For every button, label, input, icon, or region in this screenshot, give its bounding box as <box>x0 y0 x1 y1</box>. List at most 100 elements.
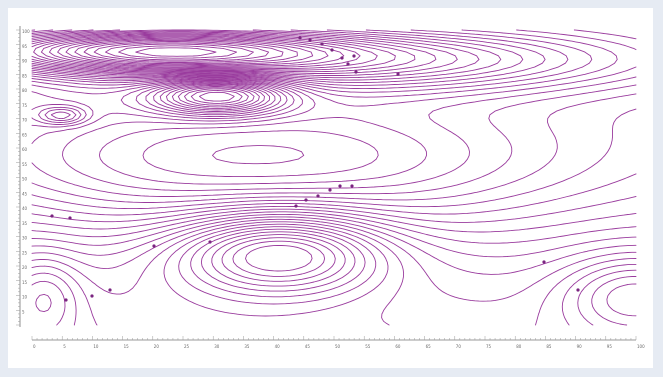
contour-line <box>31 83 637 223</box>
contour-line <box>118 45 238 59</box>
x-tick-label: 10 <box>93 344 99 349</box>
y-tick-label: 10 <box>22 295 28 300</box>
y-tick-label: 15 <box>22 280 28 285</box>
contour-line <box>31 29 637 191</box>
contour-line <box>31 83 637 233</box>
contour-line <box>35 231 637 317</box>
contour-line <box>83 41 284 63</box>
x-tick-label: 90 <box>577 344 583 349</box>
y-tick-label: 30 <box>22 236 28 241</box>
y-tick-label: 65 <box>22 132 28 137</box>
y-tick-label: 80 <box>22 88 28 93</box>
y-tick-label: 75 <box>22 103 28 108</box>
contour-line <box>31 90 637 326</box>
contour-lines <box>31 29 637 326</box>
contour-line <box>245 245 313 272</box>
contour-line <box>74 39 298 65</box>
contour-line <box>211 234 346 287</box>
contour-label-marker <box>354 70 358 74</box>
contour-line <box>31 228 637 326</box>
contour-label-marker <box>304 198 308 202</box>
contour-line <box>31 29 546 86</box>
y-tick-label: 70 <box>22 118 28 123</box>
contour-line <box>31 30 458 76</box>
contour-label-marker <box>68 216 72 220</box>
y-tick-label: 55 <box>22 162 28 167</box>
contour-label-marker <box>350 184 354 188</box>
y-tick-label: 90 <box>22 59 28 64</box>
contour-line <box>31 79 637 197</box>
contour-line <box>31 29 480 79</box>
contour-line <box>221 237 336 282</box>
x-tick-label: 40 <box>275 344 281 349</box>
contour-line <box>57 37 329 67</box>
contour-line <box>31 29 593 165</box>
x-tick-label: 85 <box>546 344 552 349</box>
contour-line <box>105 43 254 61</box>
contour-line <box>232 240 326 277</box>
contour-line <box>40 35 361 69</box>
contour-line <box>31 31 437 74</box>
x-tick-label: 100 <box>637 344 645 349</box>
contour-line <box>31 91 637 326</box>
contour-line <box>33 34 378 70</box>
x-tick-label: 20 <box>154 344 160 349</box>
y-axis: 100 95 90 85 80 75 70 65 60 55 50 45 40 35 30 25 20 15 10 5 <box>16 26 30 327</box>
contour-line <box>135 47 217 57</box>
contour-label-marker <box>338 184 342 188</box>
y-tick-label: 50 <box>22 177 28 182</box>
contour-line <box>31 81 637 210</box>
contour-line <box>31 226 637 326</box>
contour-line <box>93 42 270 62</box>
contour-label-marker <box>208 240 212 244</box>
contour-line <box>31 29 524 84</box>
x-tick-label: 70 <box>456 344 462 349</box>
y-tick-label: 95 <box>22 44 28 49</box>
contour-label-marker <box>90 294 94 298</box>
contour-label-marker <box>576 288 580 292</box>
contour-line <box>31 87 637 275</box>
contour-line <box>48 36 345 68</box>
x-tick-label: 75 <box>486 344 492 349</box>
contour-line <box>31 88 637 302</box>
contour-label-marker <box>108 288 112 292</box>
x-tick-label: 15 <box>124 344 130 349</box>
y-tick-label: 25 <box>22 250 28 255</box>
contour-line <box>31 86 637 258</box>
x-tick-label: 45 <box>305 344 311 349</box>
contour-line <box>31 80 637 203</box>
contour-line <box>31 33 396 71</box>
contour-line <box>31 29 569 90</box>
x-tick-label: 80 <box>516 344 522 349</box>
y-tick-label: 45 <box>22 191 28 196</box>
contour-label-marker <box>64 298 68 302</box>
x-tick-label: 5 <box>63 344 66 349</box>
y-tick-label: 5 <box>22 309 25 314</box>
contour-label-marker <box>298 36 302 40</box>
x-tick-label: 25 <box>184 344 190 349</box>
contour-label-marker <box>320 42 324 46</box>
contour-line <box>31 32 416 73</box>
x-tick-label: 35 <box>244 344 250 349</box>
contour-label-marker <box>542 260 546 264</box>
contour-label-marker <box>396 72 400 76</box>
contour-label-marker <box>340 56 344 60</box>
contour-label-marker <box>50 214 54 218</box>
contour-line <box>31 84 637 244</box>
contour-label-marker <box>352 54 356 58</box>
x-tick-label: 30 <box>214 344 220 349</box>
x-tick-label: 60 <box>395 344 401 349</box>
contour-line <box>31 29 618 178</box>
y-tick-label: 100 <box>22 29 30 34</box>
contour-label-marker <box>308 38 312 42</box>
y-tick-label: 20 <box>22 265 28 270</box>
contour-label-marker <box>294 204 298 208</box>
y-tick-label: 35 <box>22 221 28 226</box>
y-tick-label: 85 <box>22 73 28 78</box>
contour-line <box>31 29 502 81</box>
contour-line <box>31 29 637 185</box>
y-tick-label: 60 <box>22 147 28 152</box>
contour-label-marker <box>152 244 156 248</box>
contour-line <box>65 38 314 66</box>
